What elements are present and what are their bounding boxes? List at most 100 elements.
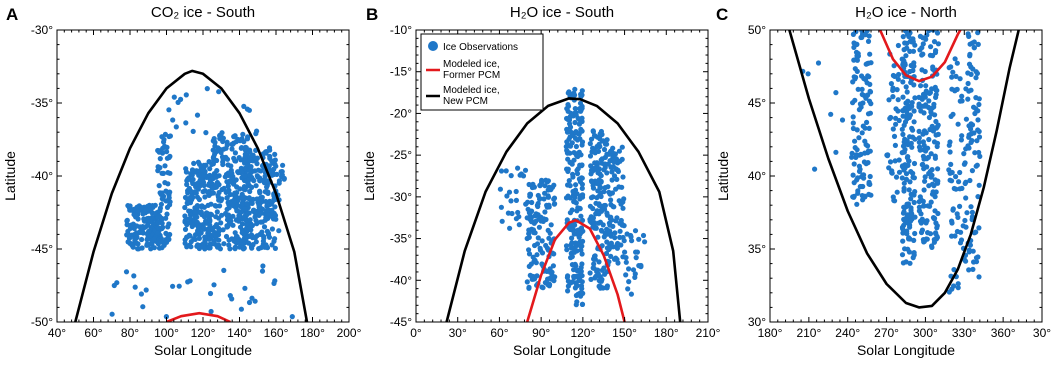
data-point	[579, 115, 585, 121]
data-point	[611, 204, 617, 210]
data-point	[241, 103, 247, 109]
chart-panel-c: C H₂O ice - North 180° 210° 240° 270° 300° 330°…	[715, 4, 1051, 358]
data-point	[931, 216, 937, 222]
data-point	[864, 119, 870, 125]
data-point	[619, 221, 625, 227]
data-point	[894, 87, 900, 93]
data-point	[599, 276, 605, 283]
data-point	[608, 253, 614, 259]
data-point	[202, 194, 208, 200]
data-point	[205, 189, 211, 196]
data-point	[976, 134, 983, 140]
data-point	[610, 223, 616, 229]
y-tick-label: -15°	[390, 65, 412, 79]
data-point	[542, 209, 548, 215]
data-point	[886, 165, 892, 171]
data-point	[156, 149, 162, 155]
data-point	[933, 92, 939, 98]
x-tick-label: 90°	[532, 326, 550, 340]
data-point	[267, 153, 273, 159]
data-point	[931, 139, 938, 145]
data-point	[264, 178, 270, 184]
data-point	[551, 196, 557, 202]
data-point	[934, 124, 940, 130]
data-point	[126, 232, 132, 238]
data-point	[513, 197, 520, 203]
data-point	[530, 254, 536, 260]
data-point	[867, 89, 874, 95]
data-point	[853, 49, 860, 55]
data-point	[596, 259, 602, 265]
data-point	[194, 181, 200, 187]
data-point	[931, 39, 938, 45]
data-point	[958, 137, 965, 143]
former-pcm-curve	[525, 218, 626, 322]
data-point	[520, 173, 527, 179]
chart-title: H₂O ice - North	[855, 4, 957, 21]
data-point	[905, 246, 911, 252]
data-point	[864, 93, 870, 99]
data-point	[579, 301, 586, 307]
data-point	[849, 150, 855, 156]
data-point	[632, 228, 639, 234]
data-point	[221, 267, 227, 273]
data-point	[893, 121, 899, 127]
data-point	[612, 230, 618, 236]
data-point	[867, 110, 874, 116]
data-point	[862, 138, 868, 144]
data-point	[213, 148, 220, 155]
data-point	[596, 202, 602, 208]
data-point	[572, 119, 578, 126]
data-point	[899, 252, 906, 258]
data-point	[184, 181, 190, 188]
data-point	[600, 222, 606, 228]
former-pcm-curve	[878, 30, 962, 83]
data-point	[973, 75, 979, 81]
data-point	[853, 152, 859, 158]
data-point	[261, 235, 267, 241]
data-point	[144, 241, 150, 247]
data-point	[923, 148, 929, 154]
data-point	[205, 228, 211, 234]
x-tick-label: 120°	[570, 326, 595, 340]
data-point	[899, 163, 906, 169]
data-point	[515, 209, 521, 216]
data-point	[961, 151, 967, 157]
data-point	[594, 195, 600, 201]
data-point	[900, 230, 906, 236]
data-point	[587, 153, 594, 159]
data-point	[899, 126, 905, 132]
data-point	[608, 148, 614, 154]
data-point	[173, 124, 179, 130]
data-point	[524, 279, 530, 285]
data-point	[923, 36, 929, 42]
data-point	[213, 182, 220, 189]
data-point	[185, 176, 191, 182]
data-point	[224, 195, 230, 201]
data-point	[855, 175, 861, 181]
data-point	[536, 224, 543, 230]
data-point	[241, 158, 247, 164]
data-point	[608, 214, 614, 220]
data-point	[576, 234, 582, 240]
data-point	[210, 161, 216, 167]
data-point	[919, 67, 925, 73]
data-point	[917, 194, 923, 200]
data-point	[220, 227, 226, 233]
data-point	[904, 231, 910, 237]
data-point	[259, 268, 266, 274]
data-point	[924, 164, 930, 170]
data-point	[227, 199, 233, 205]
data-point	[234, 202, 241, 208]
data-point	[867, 173, 873, 180]
data-point	[242, 206, 248, 212]
data-point	[212, 232, 218, 238]
data-point	[163, 314, 169, 320]
data-point	[946, 65, 952, 71]
data-point	[537, 245, 543, 251]
data-point	[588, 136, 595, 142]
data-point	[953, 174, 959, 180]
data-point	[246, 195, 252, 201]
data-point	[916, 135, 922, 141]
data-point	[833, 149, 839, 155]
